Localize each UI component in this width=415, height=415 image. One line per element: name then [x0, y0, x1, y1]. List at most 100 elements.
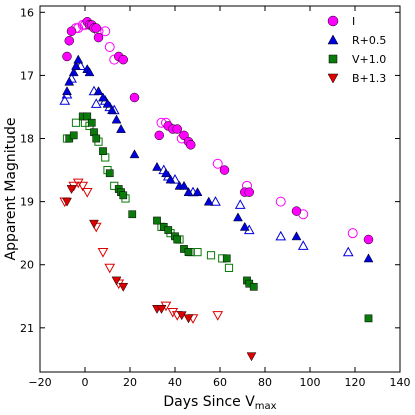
y-tick-label: 17 — [20, 69, 34, 82]
data-point — [84, 67, 95, 77]
data-point — [291, 206, 302, 216]
data-point — [89, 219, 99, 229]
data-point — [172, 124, 182, 134]
data-point — [246, 352, 257, 362]
data-point-open — [104, 263, 116, 274]
data-point-open — [59, 95, 71, 105]
data-point — [93, 86, 104, 96]
data-point — [91, 23, 101, 33]
data-point — [71, 60, 81, 70]
data-point — [62, 197, 72, 207]
data-point — [184, 248, 193, 256]
data-point — [107, 105, 117, 114]
series-r-0-5 — [59, 54, 374, 263]
data-point-open — [71, 118, 81, 127]
data-point — [153, 216, 161, 225]
data-point — [161, 168, 171, 178]
data-point — [116, 124, 126, 133]
legend-label: I — [352, 15, 355, 28]
data-point — [192, 187, 203, 197]
plot-frame — [39, 5, 401, 373]
data-point — [183, 314, 194, 324]
data-point — [98, 92, 108, 102]
data-point — [291, 231, 302, 241]
data-point — [87, 118, 96, 127]
data-point-open — [97, 248, 109, 258]
x-tick-label: −20 — [28, 376, 51, 389]
data-point-open — [193, 248, 202, 257]
legend-label: V+1.0 — [352, 53, 386, 66]
legend-marker — [327, 34, 339, 45]
data-point — [119, 191, 128, 200]
x-tick-label: 100 — [300, 376, 321, 389]
data-point-open — [297, 240, 309, 250]
data-point — [363, 253, 374, 263]
data-point — [64, 35, 74, 46]
data-point — [179, 180, 189, 190]
data-point — [152, 161, 162, 171]
data-point — [99, 147, 107, 155]
data-point — [154, 130, 164, 141]
x-tick-label: 140 — [390, 376, 411, 389]
data-point — [73, 54, 84, 64]
data-point — [62, 86, 72, 96]
x-tick-label: 120 — [345, 376, 366, 389]
axis-ticks: −20 0 20 40 60 80 100 120 140 16 17 18 19 20 21 — [20, 6, 411, 389]
data-point-open — [212, 311, 224, 321]
data-point — [128, 210, 137, 219]
legend-marker — [328, 54, 338, 64]
data-point — [176, 311, 187, 321]
series-v-1-0 — [62, 112, 373, 323]
data-point-open — [342, 246, 354, 257]
data-point-open — [347, 228, 358, 239]
data-point — [62, 51, 72, 62]
data-point-open — [210, 196, 221, 206]
data-point — [111, 276, 122, 286]
data-point-open — [72, 178, 84, 189]
legend-label: B+1.3 — [352, 72, 386, 85]
y-axis-label: Apparent Magnitude — [3, 118, 19, 261]
data-point — [249, 282, 258, 291]
data-point — [118, 54, 128, 65]
data-point-open — [275, 196, 286, 207]
data-point — [244, 187, 254, 197]
data-point — [165, 174, 176, 184]
data-point-open — [104, 42, 115, 53]
y-tick-label: 20 — [20, 259, 34, 272]
data-point — [173, 235, 182, 244]
data-point — [118, 282, 129, 292]
data-point — [68, 67, 79, 77]
legend-label: R+0.5 — [352, 34, 386, 47]
data-point — [219, 165, 230, 175]
data-point-open — [90, 98, 102, 108]
data-point — [156, 305, 167, 314]
data-point — [222, 254, 231, 263]
data-point-open — [100, 26, 111, 37]
y-tick-label: 16 — [20, 6, 34, 19]
y-tick-label: 19 — [20, 196, 34, 209]
data-point-open — [275, 230, 287, 241]
x-axis-label: Days Since Vmax — [163, 394, 276, 412]
data-marks — [59, 17, 374, 362]
y-tick-label: 21 — [20, 322, 34, 335]
data-point-open — [206, 251, 216, 260]
legend: I R+0.5 V+1.0 B+1.3 — [327, 15, 386, 85]
data-point — [102, 98, 113, 108]
data-point-open — [224, 263, 234, 272]
data-point-open — [234, 199, 246, 209]
x-tick-label: 60 — [213, 376, 227, 389]
legend-marker — [327, 73, 339, 84]
data-point — [83, 112, 92, 121]
data-point — [239, 221, 250, 231]
y-tick-label: 18 — [20, 133, 34, 146]
data-point — [66, 185, 77, 195]
data-point — [129, 92, 140, 103]
x-tick-label: 80 — [258, 376, 272, 389]
data-point-open — [81, 188, 93, 198]
data-point — [203, 196, 214, 206]
data-point — [363, 234, 374, 245]
data-point — [66, 26, 77, 36]
data-point — [111, 114, 122, 124]
